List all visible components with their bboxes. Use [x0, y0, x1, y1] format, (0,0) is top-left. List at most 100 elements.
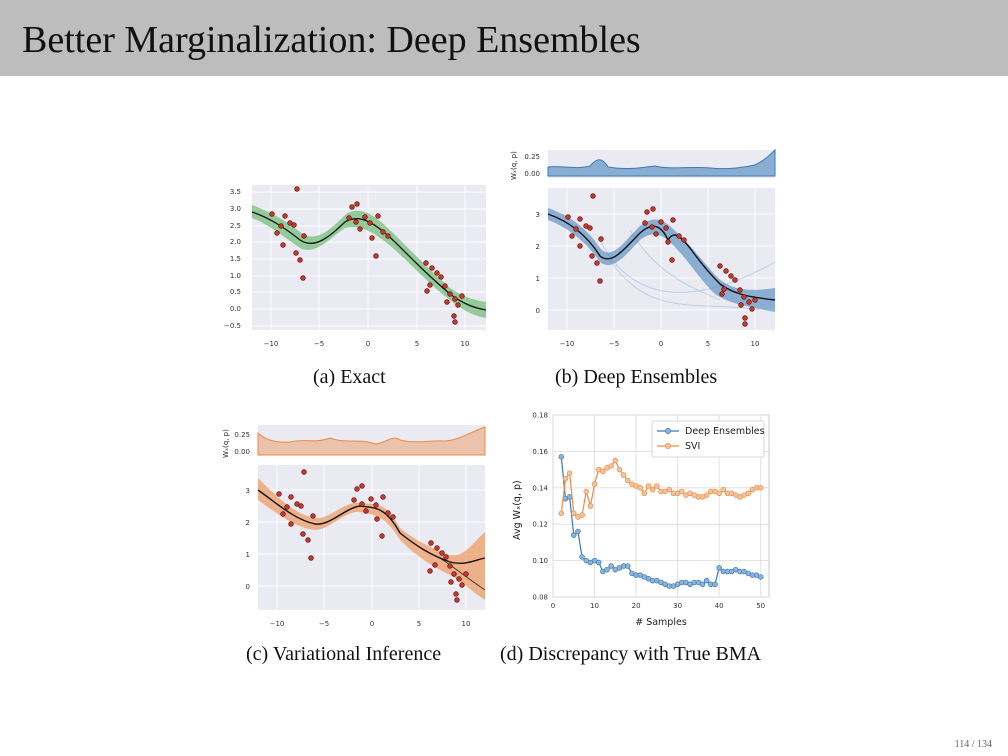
- data-point-deep-ensembles: [703, 577, 710, 584]
- data-point-svi: [566, 470, 573, 476]
- panel-c-top-ylabel: Wₓ(q, p): [222, 429, 230, 458]
- data-point-svi: [703, 492, 710, 498]
- panel-a: 3.5 3.0 2.5 2.0 1.5 1.0 0.5 0.0 −0.5 −10…: [224, 185, 487, 348]
- data-point-deep-ensembles: [716, 565, 722, 571]
- data-point-svi: [583, 488, 589, 495]
- panel-c-ytick: 3: [246, 487, 250, 495]
- panel-b-data-points: [565, 193, 758, 327]
- panel-a-xtick: 10: [461, 340, 470, 348]
- data-point-svi: [558, 510, 565, 517]
- data-point-deep-ensembles: [608, 563, 614, 569]
- panel-c: 0.25 0.00 Wₓ(q, p) 3: [222, 425, 486, 628]
- data-point-svi: [600, 468, 606, 475]
- panel-d-ytick: 0.08: [532, 594, 548, 602]
- slide-title: Better Marginalization: Deep Ensembles: [22, 19, 641, 61]
- panel-a-plot-area: [252, 185, 486, 330]
- panel-c-top-ytick: 0.25: [234, 431, 250, 439]
- panel-b-uncertainty-band: [548, 208, 775, 312]
- panel-d-xlabel: # Samples: [635, 617, 687, 628]
- caption-d: (d) Discrepancy with True BMA: [500, 643, 762, 665]
- panel-c-xtick: 0: [370, 620, 374, 628]
- slide-header: Better Marginalization: Deep Ensembles: [0, 0, 1008, 76]
- data-point-svi: [645, 483, 652, 489]
- data-point-svi: [654, 483, 660, 489]
- legend-deep-ensembles: Deep Ensembles: [685, 426, 765, 437]
- panel-c-xtick: 10: [462, 620, 471, 628]
- panel-c-xtick: 5: [417, 620, 421, 628]
- panel-b-ytick: 2: [536, 243, 540, 251]
- panel-d-xtick: 20: [632, 602, 641, 610]
- data-point-svi: [625, 477, 631, 484]
- panel-a-xtick: 5: [415, 340, 419, 348]
- data-point-deep-ensembles: [575, 528, 581, 535]
- data-point-svi: [587, 503, 594, 509]
- data-point-svi: [562, 475, 569, 482]
- panel-b-top-ytick: 0.25: [524, 153, 540, 161]
- panel-d-series: [558, 454, 764, 589]
- panel-a-ytick: −0.5: [224, 322, 241, 330]
- panel-a-ytick: 1.0: [230, 272, 241, 280]
- data-point-deep-ensembles: [558, 454, 565, 460]
- panel-a-ytick: 0.0: [230, 305, 241, 313]
- panel-b-xtick: 5: [706, 340, 710, 348]
- panel-c-ytick: 1: [246, 551, 250, 559]
- panel-c-xtick: −10: [270, 620, 285, 628]
- panel-c-ytick: 0: [246, 583, 250, 591]
- data-point-svi: [641, 490, 648, 497]
- panel-b-ytick: 3: [536, 211, 540, 219]
- data-point-deep-ensembles: [712, 581, 718, 588]
- data-point-deep-ensembles: [625, 563, 631, 569]
- panel-b-top-ylabel: Wₓ(q, p): [510, 151, 518, 180]
- data-point-svi: [571, 510, 577, 517]
- data-point-svi: [757, 485, 764, 491]
- panel-c-wasserstein-area: [257, 426, 486, 456]
- data-point-svi: [716, 490, 722, 497]
- panel-b-xtick: 10: [751, 340, 760, 348]
- panel-c-ytick: 2: [246, 519, 250, 527]
- data-point-deep-ensembles: [699, 581, 706, 588]
- panel-b-ytick: 1: [536, 275, 540, 283]
- panel-a-ytick: 3.5: [230, 188, 241, 196]
- panel-d-ytick: 0.16: [532, 448, 548, 456]
- data-point-svi: [649, 486, 656, 493]
- panel-c-faint-lower: [439, 557, 486, 591]
- panel-d-xtick: 50: [756, 602, 765, 610]
- panel-d-ytick: 0.10: [532, 557, 548, 565]
- panel-b-wasserstein-area: [547, 148, 776, 177]
- caption-c: (c) Variational Inference: [246, 643, 442, 665]
- panel-c-xtick: −5: [319, 620, 329, 628]
- data-point-svi: [608, 463, 614, 469]
- panel-a-ytick: 3.0: [230, 205, 241, 213]
- panel-d-xtick: 40: [715, 602, 724, 610]
- panel-d-xtick: 30: [673, 602, 682, 610]
- panel-b-ytick: 0: [536, 307, 540, 315]
- data-point-svi: [579, 512, 585, 518]
- panel-d-ytick: 0.18: [532, 412, 548, 420]
- panel-b-xtick: −5: [609, 340, 619, 348]
- panel-d-legend: Deep Ensembles SVI: [651, 420, 765, 458]
- panel-c-top-ytick: 0.00: [234, 448, 250, 456]
- panel-c-mean-curve: [257, 489, 486, 565]
- data-point-svi: [666, 486, 673, 493]
- panel-a-y-ticks: 3.5 3.0 2.5 2.0 1.5 1.0 0.5 0.0 −0.5: [224, 188, 241, 330]
- data-point-svi: [637, 485, 643, 491]
- panel-a-data-points: [269, 186, 465, 325]
- caption-a: (a) Exact: [313, 366, 386, 388]
- panel-a-xtick: 0: [366, 340, 370, 348]
- panel-b-faint-members: [599, 229, 776, 311]
- panel-b: 0.25 0.00 Wₓ(q, p) 3: [510, 148, 776, 348]
- data-point-deep-ensembles: [579, 554, 585, 560]
- panel-a-ytick: 1.5: [230, 255, 241, 263]
- data-point-svi: [745, 490, 751, 497]
- data-point-deep-ensembles: [757, 574, 764, 580]
- legend-svi: SVI: [685, 441, 700, 452]
- data-point-deep-ensembles: [595, 559, 602, 566]
- panel-b-gridlines: [548, 188, 775, 330]
- data-point-svi: [616, 466, 623, 473]
- data-point-deep-ensembles: [571, 532, 577, 538]
- data-point-svi: [591, 481, 598, 487]
- caption-b: (b) Deep Ensembles: [555, 366, 718, 388]
- data-point-svi: [620, 472, 627, 478]
- data-point-svi: [720, 486, 727, 493]
